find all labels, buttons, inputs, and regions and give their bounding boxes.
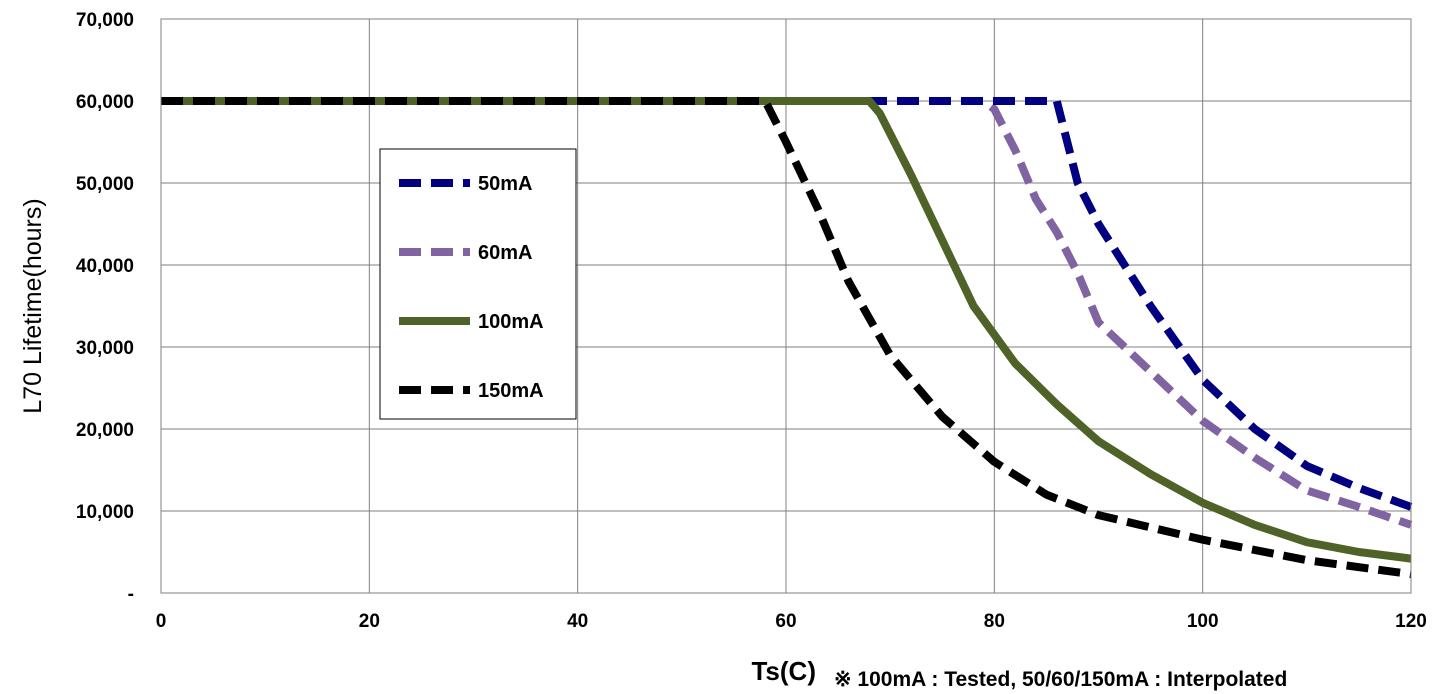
x-tick-label: 80 [984, 611, 1005, 632]
y-tick-label: 10,000 [76, 502, 134, 523]
legend-label-60ma: 60mA [478, 242, 532, 264]
x-tick-label: 100 [1187, 611, 1219, 632]
y-tick-label: 50,000 [76, 174, 134, 195]
x-tick-label: 120 [1395, 611, 1427, 632]
series-line-100ma [161, 97, 1412, 563]
chart-note: ※ 100mA : Tested, 50/60/150mA : Interpol… [834, 668, 1287, 691]
legend-label-100ma: 100mA [478, 311, 544, 333]
legend-label-150ma: 150mA [478, 380, 544, 402]
series-line-150ma [161, 97, 1412, 579]
y-tick-labels: - 10,000 20,000 30,000 40,000 50,000 60,000 70,… [76, 10, 134, 605]
x-tick-labels: 0 20 40 60 80 100 120 [156, 611, 1427, 632]
x-tick-label: 0 [156, 611, 167, 632]
y-tick-label: 20,000 [76, 420, 134, 441]
x-tick-label: 20 [359, 611, 380, 632]
legend-label-50ma: 50mA [478, 173, 532, 195]
plot-frame [160, 18, 1412, 594]
y-tick-label: 40,000 [76, 256, 134, 277]
y-tick-label: 30,000 [76, 338, 134, 359]
y-tick-label: 70,000 [76, 10, 134, 31]
x-tick-label: 60 [775, 611, 796, 632]
series-line-60ma [161, 97, 1413, 529]
series-line-50ma [161, 97, 1413, 511]
x-tick-label: 40 [567, 611, 588, 632]
legend-box [379, 148, 577, 420]
y-tick-label: 60,000 [76, 92, 134, 113]
y-tick-label: - [128, 584, 134, 605]
legend: 50mA 60mA 100mA 150mA [379, 148, 577, 420]
grid [160, 18, 1412, 594]
series-layer [161, 97, 1413, 579]
x-axis-label: Ts(C) [751, 656, 816, 686]
y-axis-label: L70 Lifetime(hours) [19, 198, 47, 413]
